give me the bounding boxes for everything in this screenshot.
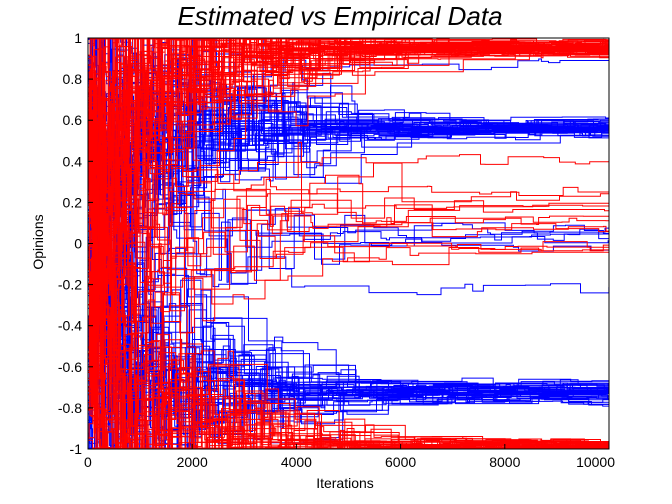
red-opinion-trajectory — [88, 141, 610, 403]
chart-title: Estimated vs Empirical Data — [177, 1, 502, 31]
series-lines — [88, 37, 610, 449]
red-opinion-trajectory — [88, 38, 610, 381]
red-opinion-trajectory — [88, 151, 610, 380]
red-opinion-trajectory — [88, 147, 610, 381]
x-tick-label: 2000 — [177, 454, 208, 470]
red-opinion-trajectory — [88, 212, 610, 449]
y-tick-label: 1 — [74, 30, 82, 46]
x-tick-label: 6000 — [385, 454, 416, 470]
red-opinion-trajectory — [88, 38, 610, 179]
x-tick-label: 10000 — [576, 454, 615, 470]
y-tick-label: -0.6 — [58, 359, 82, 375]
red-opinion-trajectory — [88, 38, 610, 139]
y-axis: 1 0.8 0.6 0.4 0.2 0 -0.2 -0.4 -0.6 -0.8 -1 — [58, 30, 93, 457]
y-tick-label: 0 — [74, 236, 82, 252]
y-tick-label: 0.6 — [63, 112, 83, 128]
red-opinion-trajectory — [88, 174, 610, 344]
y-tick-label: 0.8 — [63, 71, 83, 87]
red-opinion-trajectory — [88, 174, 610, 449]
x-axis: 0 2000 4000 6000 8000 10000 — [84, 444, 615, 470]
y-tick-label: 0.2 — [63, 194, 83, 210]
red-opinion-trajectory — [88, 38, 610, 146]
blue-opinion-trajectory — [88, 38, 610, 311]
x-tick-label: 8000 — [489, 454, 520, 470]
red-opinion-trajectory — [88, 139, 610, 278]
red-opinion-trajectory — [88, 162, 610, 391]
y-tick-label: -0.4 — [58, 318, 82, 334]
x-tick-label: 4000 — [281, 454, 312, 470]
y-tick-label: -0.2 — [58, 277, 82, 293]
y-tick-label: -1 — [70, 441, 83, 457]
red-opinion-trajectory — [88, 38, 610, 235]
red-opinion-trajectory — [88, 73, 610, 334]
blue-opinion-trajectory — [88, 38, 610, 340]
y-axis-label: Opinions — [30, 214, 46, 269]
y-tick-label: -0.8 — [58, 400, 82, 416]
red-opinion-trajectory — [88, 268, 610, 449]
red-opinion-trajectory — [88, 161, 610, 394]
red-opinion-trajectory — [88, 108, 610, 410]
red-opinion-trajectory — [88, 212, 610, 362]
red-opinion-trajectory — [88, 39, 610, 235]
red-opinion-trajectory — [88, 38, 610, 396]
x-axis-label: Iterations — [316, 475, 374, 491]
red-opinion-trajectory — [88, 38, 610, 411]
red-opinion-trajectory — [88, 38, 610, 217]
y-tick-label: 0.4 — [63, 153, 83, 169]
red-opinion-trajectory — [88, 116, 610, 449]
x-tick-label: 0 — [84, 454, 92, 470]
